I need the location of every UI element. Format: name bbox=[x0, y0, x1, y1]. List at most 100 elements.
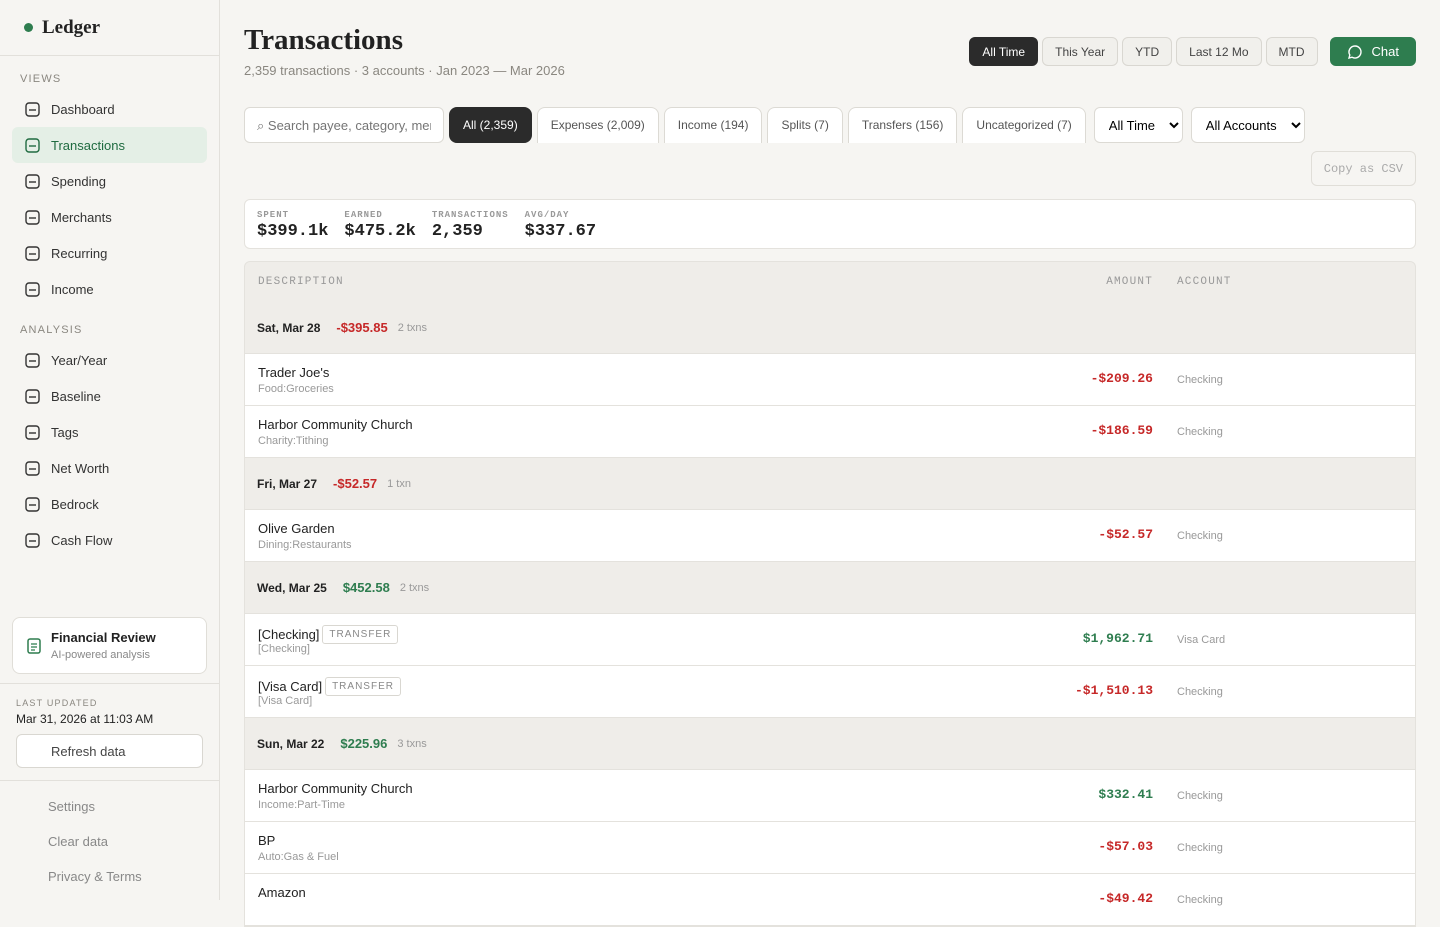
chat-label: Chat bbox=[1371, 44, 1399, 59]
review-card[interactable]: Financial Review AI-powered analysis bbox=[12, 617, 207, 674]
review-title: Financial Review bbox=[51, 630, 156, 645]
search-input[interactable] bbox=[244, 107, 444, 143]
transaction-row[interactable]: Olive Garden Dining:Restaurants -$52.57 Che… bbox=[245, 510, 1415, 562]
payee-wrap: Olive Garden bbox=[258, 521, 335, 536]
range-button[interactable]: All Time bbox=[969, 37, 1039, 66]
chat-button[interactable]: Chat bbox=[1329, 37, 1416, 66]
period-select[interactable]: All Time bbox=[1093, 107, 1183, 143]
refresh-button[interactable]: Refresh data bbox=[16, 734, 203, 768]
nav-label: Merchants bbox=[51, 209, 112, 225]
review-subtitle: AI-powered analysis bbox=[51, 649, 151, 661]
stat-label: EARNED bbox=[344, 210, 383, 220]
transfer-tag: TRANSFER bbox=[322, 625, 399, 644]
stat: SPENT $399.1k bbox=[257, 210, 329, 241]
footer-link[interactable]: Privacy & Terms bbox=[48, 869, 142, 884]
accounts-select[interactable]: All Accounts bbox=[1190, 107, 1305, 143]
payee: [Checking] bbox=[258, 627, 320, 642]
footer-link[interactable]: Clear data bbox=[48, 834, 108, 849]
group-total: -$52.57 bbox=[333, 476, 378, 491]
nav-item[interactable]: Cash Flow bbox=[12, 522, 207, 558]
nav-item[interactable]: Recurring bbox=[12, 235, 207, 271]
nav-icon bbox=[25, 137, 40, 153]
amount: -$209.26 bbox=[1090, 371, 1153, 386]
transaction-row[interactable]: Trader Joe's Food:Groceries -$209.26 Checki… bbox=[245, 354, 1415, 406]
nav-item[interactable]: Bedrock bbox=[12, 486, 207, 522]
brand[interactable]: Ledger bbox=[0, 0, 219, 56]
account: Visa Card bbox=[1177, 634, 1226, 646]
nav-label: Dashboard bbox=[51, 101, 115, 117]
range-button[interactable]: MTD bbox=[1265, 37, 1318, 66]
group-count: 2 txns bbox=[399, 581, 430, 594]
stat-label: SPENT bbox=[257, 210, 290, 220]
filter-tab[interactable]: Income (194) bbox=[663, 107, 763, 143]
stat: TRANSACTIONS 2,359 bbox=[432, 210, 509, 241]
filters: All (2,359)Expenses (2,009)Income (194)S… bbox=[244, 107, 1305, 143]
category: Charity:Tithing bbox=[258, 435, 329, 447]
range-button[interactable]: This Year bbox=[1042, 37, 1119, 66]
filter-tab[interactable]: All (2,359) bbox=[449, 107, 532, 143]
nav-label: Year/Year bbox=[51, 352, 108, 368]
nav-icon bbox=[25, 281, 40, 297]
nav-label: Recurring bbox=[51, 245, 108, 261]
stat-value: $337.67 bbox=[524, 222, 597, 241]
category: Dining:Restaurants bbox=[258, 539, 352, 551]
nav-item[interactable]: Merchants bbox=[12, 199, 207, 235]
category: [Visa Card] bbox=[258, 695, 313, 707]
group-date: Sat, Mar 28 bbox=[257, 320, 321, 335]
filter-tab[interactable]: Transfers (156) bbox=[847, 107, 958, 143]
filter-tab[interactable]: Expenses (2,009) bbox=[536, 107, 659, 143]
date-group-row: Fri, Mar 27 -$52.57 1 txn bbox=[245, 458, 1415, 510]
section-label: ANALYSIS bbox=[20, 324, 83, 336]
payee: Harbor Community Church bbox=[258, 781, 413, 796]
transaction-row[interactable]: [Checking] TRANSFER [Checking] $1,962.71 Vis… bbox=[245, 614, 1415, 666]
range-button[interactable]: YTD bbox=[1122, 37, 1173, 66]
date-group-row: Sat, Mar 28 -$395.85 2 txns bbox=[245, 302, 1415, 354]
copy-csv-button[interactable]: Copy as CSV bbox=[1310, 151, 1416, 186]
account: Checking bbox=[1177, 790, 1223, 802]
nav-item[interactable]: Spending bbox=[12, 163, 207, 199]
nav-item[interactable]: Baseline bbox=[12, 378, 207, 414]
account: Checking bbox=[1177, 374, 1223, 386]
filter-tab[interactable]: Splits (7) bbox=[767, 107, 843, 143]
nav-label: Transactions bbox=[51, 137, 125, 153]
nav-icon bbox=[25, 101, 40, 117]
group-total: $225.96 bbox=[340, 736, 388, 751]
group-date: Fri, Mar 27 bbox=[257, 476, 318, 491]
range-button[interactable]: Last 12 Mo bbox=[1176, 37, 1262, 66]
table-header: DESCRIPTION AMOUNT ACCOUNT bbox=[245, 262, 1415, 302]
group-total: $452.58 bbox=[342, 580, 390, 595]
stats-bar: SPENT $399.1k EARNED $475.2k TRANSACTIONS 2,3… bbox=[244, 199, 1416, 249]
transaction-row[interactable]: [Visa Card] TRANSFER [Visa Card] -$1,510.13… bbox=[245, 666, 1415, 718]
transactions-table: DESCRIPTION AMOUNT ACCOUNT Sat, Mar 28 -$395… bbox=[244, 261, 1416, 927]
chat-icon bbox=[1347, 44, 1362, 59]
payee: Amazon bbox=[258, 885, 306, 900]
payee-wrap: Harbor Community Church bbox=[258, 781, 413, 796]
amount: -$57.03 bbox=[1098, 839, 1153, 854]
payee: BP bbox=[258, 833, 276, 848]
payee: Trader Joe's bbox=[258, 365, 330, 380]
nav-item[interactable]: Transactions bbox=[12, 127, 207, 163]
transaction-row[interactable]: Amazon -$49.42 Checking bbox=[245, 874, 1415, 926]
amount: -$186.59 bbox=[1090, 423, 1153, 438]
footer-link[interactable]: Settings bbox=[48, 799, 95, 814]
column-header: DESCRIPTION bbox=[258, 276, 344, 288]
account: Checking bbox=[1177, 842, 1223, 854]
nav-item[interactable]: Tags bbox=[12, 414, 207, 450]
amount: -$1,510.13 bbox=[1074, 683, 1153, 698]
nav-item[interactable]: Net Worth bbox=[12, 450, 207, 486]
payee-wrap: [Visa Card] TRANSFER bbox=[258, 677, 401, 696]
nav-item[interactable]: Year/Year bbox=[12, 342, 207, 378]
category: Food:Groceries bbox=[258, 383, 334, 395]
filter-tab[interactable]: Uncategorized (7) bbox=[962, 107, 1086, 143]
payee: Olive Garden bbox=[258, 521, 335, 536]
transaction-row[interactable]: BP Auto:Gas & Fuel -$57.03 Checking bbox=[245, 822, 1415, 874]
nav-item[interactable]: Dashboard bbox=[12, 91, 207, 127]
transaction-row[interactable]: Harbor Community Church Income:Part-Time $… bbox=[245, 770, 1415, 822]
amount: $1,962.71 bbox=[1082, 631, 1153, 646]
nav-icon bbox=[25, 532, 40, 548]
stat-value: $399.1k bbox=[257, 222, 329, 241]
nav-icon bbox=[25, 352, 40, 368]
transaction-row[interactable]: Harbor Community Church Charity:Tithing -$… bbox=[245, 406, 1415, 458]
nav-item[interactable]: Income bbox=[12, 271, 207, 307]
